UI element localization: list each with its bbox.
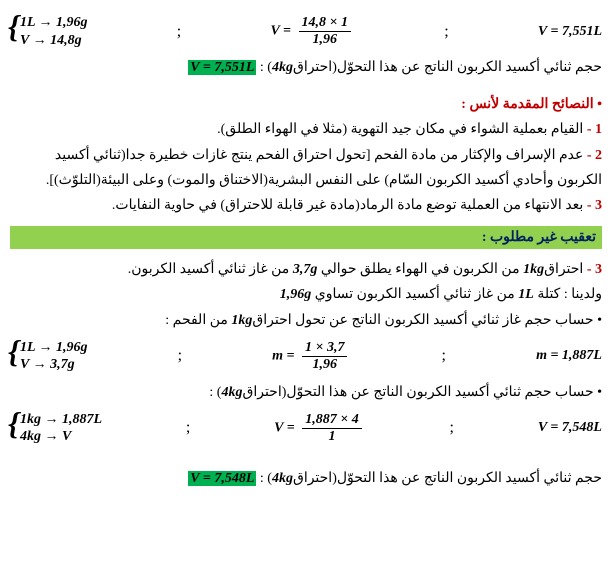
eq3-result: V = 7,548L xyxy=(538,420,602,436)
follow3-m1: 1kg xyxy=(523,262,544,277)
calc2-close: ) : xyxy=(209,385,221,400)
advice-1: 1 - القيام بعملية الشواء في مكان جيد الت… xyxy=(10,117,602,142)
advice3-text: بعد الانتهاء من العملية توضع مادة الرماد… xyxy=(112,198,583,213)
eq1-lhs: V = xyxy=(270,24,291,39)
brace3-line1: 1kg → 1,887L xyxy=(20,411,102,429)
brace1-line2: V → 14,8g xyxy=(20,32,88,50)
result-line-1: حجم ثنائي أكسيد الكربون الناتج عن هذا ال… xyxy=(10,55,602,80)
advice-2a: 2 - عدم الإسراف والإكثار من مادة الفحم [… xyxy=(10,143,602,168)
equation-row-1: 1L → 1,96g V → 14,8g ; V = 14,8 × 1 1,96… xyxy=(10,14,602,49)
eq1-result: V = 7,551L xyxy=(538,24,602,40)
eq3-den: 1 xyxy=(302,429,361,445)
result2-mass: 4kg xyxy=(272,471,293,486)
calc2: • حساب حجم ثنائي أكسيد الكربون الناتج عن… xyxy=(10,380,602,405)
advice-3: 3 - بعد الانتهاء من العملية توضع مادة ال… xyxy=(10,193,602,218)
given-m1: 1L xyxy=(518,287,534,302)
calc2-m: 4kg xyxy=(221,385,242,400)
brace2-line2: V → 3,7g xyxy=(20,356,88,374)
given-b: من غاز ثنائي أكسيد الكربون تساوي xyxy=(311,287,518,302)
equation-row-2: 1L → 1,96g V → 3,7g ; m = 1 × 3,7 1,96 ;… xyxy=(10,339,602,374)
result1-close: ) : xyxy=(260,60,272,75)
advice2-num: 2 - xyxy=(587,148,602,163)
sep: ; xyxy=(172,347,188,365)
advice-title: • النصائح المقدمة لأنس : xyxy=(10,92,602,117)
advice-2b: الكربون وأحادي أكسيد الكربون السّام) على… xyxy=(10,168,602,193)
section-band: تعقيب غير مطلوب : xyxy=(10,226,602,249)
follow3-num: 3 - xyxy=(587,262,602,277)
eq3-frac: V = 1,887 × 4 1 xyxy=(274,412,366,445)
calc1-text: • حساب حجم غاز ثنائي أكسيد الكربون النات… xyxy=(252,313,602,328)
eq3-lhs: V = xyxy=(274,421,295,436)
calc2-text: • حساب حجم ثنائي أكسيد الكربون الناتج عن… xyxy=(242,385,602,400)
follow3-m2: 3,7g xyxy=(293,262,318,277)
eq3-num: 1,887 × 4 xyxy=(302,412,361,429)
result2-highlight: V = 7,548L xyxy=(188,471,256,486)
advice2-text2: الكربون وأحادي أكسيد الكربون السّام) على… xyxy=(46,173,602,188)
sep: ; xyxy=(171,23,187,41)
eq1-den: 1,96 xyxy=(299,32,351,48)
advice3-num: 3 - xyxy=(587,198,602,213)
eq2-result: m = 1,887L xyxy=(536,348,602,364)
result1-prefix: حجم ثنائي أكسيد الكربون الناتج عن هذا ال… xyxy=(293,60,602,75)
result-line-2: حجم ثنائي أكسيد الكربون الناتج عن هذا ال… xyxy=(10,466,602,491)
given-a: ولدينا : كتلة xyxy=(534,287,602,302)
brace-block-1: 1L → 1,96g V → 14,8g xyxy=(10,14,88,49)
follow3-c: من غاز ثنائي أكسيد الكربون. xyxy=(128,262,293,277)
follow3-a: احتراق xyxy=(544,262,583,277)
page: 1L → 1,96g V → 14,8g ; V = 14,8 × 1 1,96… xyxy=(0,0,612,499)
result2-close: ) : xyxy=(260,471,272,486)
eq2-num: 1 × 3,7 xyxy=(302,340,347,357)
brace-block-3: 1kg → 1,887L 4kg → V xyxy=(10,411,102,446)
eq1-frac: V = 14,8 × 1 1,96 xyxy=(270,15,355,48)
given-m2: 1,96g xyxy=(280,287,312,302)
sep: ; xyxy=(444,419,460,437)
eq2-lhs: m = xyxy=(272,348,294,363)
result1-mass: 4kg xyxy=(272,60,293,75)
advice1-num: 1 - xyxy=(587,122,602,137)
eq2-den: 1,96 xyxy=(302,357,347,373)
follow3-b: من الكربون في الهواء يطلق حوالي xyxy=(317,262,523,277)
brace1-line1: 1L → 1,96g xyxy=(20,14,88,32)
brace3-line2: 4kg → V xyxy=(20,428,102,446)
sep: ; xyxy=(438,23,454,41)
eq2-frac: m = 1 × 3,7 1,96 xyxy=(272,340,351,373)
brace2-line1: 1L → 1,96g xyxy=(20,339,88,357)
brace-block-2: 1L → 1,96g V → 3,7g xyxy=(10,339,88,374)
sep: ; xyxy=(180,419,196,437)
follow-3: 3 - احتراق1kg من الكربون في الهواء يطلق … xyxy=(10,257,602,282)
calc1-tail: من الفحم : xyxy=(165,313,231,328)
result2-prefix: حجم ثنائي أكسيد الكربون الناتج عن هذا ال… xyxy=(293,471,602,486)
calc1-m: 1kg xyxy=(231,313,252,328)
result1-highlight: V = 7,551L xyxy=(188,60,256,75)
eq1-num: 14,8 × 1 xyxy=(299,15,351,32)
advice2-text1: عدم الإسراف والإكثار من مادة الفحم [تحول… xyxy=(55,148,583,163)
calc1: • حساب حجم غاز ثنائي أكسيد الكربون النات… xyxy=(10,308,602,333)
advice1-text: القيام بعملية الشواء في مكان جيد التهوية… xyxy=(217,122,583,137)
follow-given: ولدينا : كتلة 1L من غاز ثنائي أكسيد الكر… xyxy=(10,282,602,307)
sep: ; xyxy=(436,347,452,365)
equation-row-3: 1kg → 1,887L 4kg → V ; V = 1,887 × 4 1 ;… xyxy=(10,411,602,446)
